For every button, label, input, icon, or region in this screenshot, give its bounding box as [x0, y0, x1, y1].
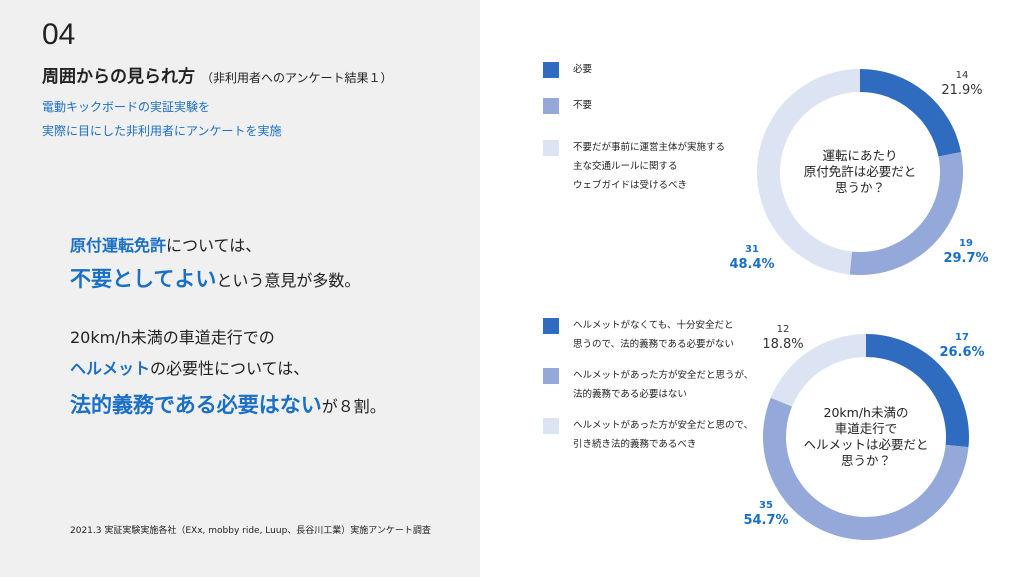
chart-title: 20km/h未満の 車道走行で ヘルメットは必要だと 思うか？: [803, 405, 929, 468]
donut-segment: [860, 69, 962, 157]
emphasis: ヘルメット: [70, 359, 151, 378]
donut-segment: [763, 397, 969, 540]
legend-label: ヘルメットがあった方が安全だと思うが、 法的義務である必要はない: [573, 370, 754, 400]
count-label: 12: [776, 324, 790, 335]
count-label: 31: [745, 244, 759, 255]
data-label: 35 54.7%: [743, 498, 788, 528]
text: 20km/h未満の車道走行での: [70, 328, 275, 347]
percent-label: 29.7%: [943, 251, 989, 266]
percent-label: 26.6%: [939, 345, 985, 360]
legend-label: ヘルメットがなくても、十分安全だと 思うので、法的義務である必要がない: [573, 320, 735, 350]
emphasis: 法的義務である必要はない: [70, 393, 322, 417]
slide-number: 04: [42, 18, 76, 51]
legend-label: ヘルメットがあった方が安全だと思ので、 引き続き法的義務であるべき: [573, 420, 754, 450]
data-label: 17 26.6%: [939, 330, 984, 360]
summary-line: ヘルメットの必要性については、: [70, 355, 309, 379]
subtitle: （非利用者へのアンケート結果１）: [201, 71, 393, 85]
donut-segment: [866, 334, 969, 448]
text: が８割。: [321, 397, 386, 416]
data-label: 31 48.4%: [729, 242, 774, 272]
lead-line: 実際に目にした非利用者にアンケートを実施: [42, 124, 282, 138]
donut-segment: [757, 69, 860, 275]
count-label: 35: [759, 500, 773, 511]
legend-swatch: [543, 98, 559, 114]
data-label: 19 29.7%: [943, 236, 988, 266]
left-panel: [0, 0, 480, 577]
legend-swatch: [543, 418, 559, 434]
percent-label: 48.4%: [729, 257, 775, 272]
legend-swatch: [543, 318, 559, 334]
title-text: 周囲からの見られ方: [42, 67, 195, 87]
data-label: 12 18.8%: [762, 322, 803, 352]
donut-segment: [770, 334, 866, 407]
legend-label: 必要: [573, 64, 593, 75]
emphasis: 不要としてよい: [70, 267, 217, 291]
legend-swatch: [543, 62, 559, 78]
slide-title: 周囲からの見られ方 （非利用者へのアンケート結果１）: [42, 62, 393, 87]
legend-swatch: [543, 368, 559, 384]
text: の必要性については、: [150, 359, 310, 378]
count-label: 19: [959, 238, 973, 249]
summary-line: 不要としてよいという意見が多数。: [70, 263, 360, 293]
percent-label: 18.8%: [762, 337, 804, 352]
count-label: 14: [955, 70, 969, 81]
summary-line: 20km/h未満の車道走行での: [70, 324, 275, 348]
count-label: 17: [955, 332, 969, 343]
donut-segment: [849, 152, 963, 275]
legend-swatch: [543, 140, 559, 156]
legend-label: 不要: [573, 100, 593, 111]
percent-label: 54.7%: [743, 513, 789, 528]
text: については、: [166, 236, 262, 255]
legend-label: 不要だが事前に運営主体が実施する 主な交通ルールに関する ウェブガイドは受けるべ…: [573, 142, 726, 191]
text: という意見が多数。: [216, 271, 361, 290]
percent-label: 21.9%: [941, 83, 983, 98]
lead-line: 電動キックボードの実証実験を: [42, 100, 211, 114]
summary-line: 法的義務である必要はないが８割。: [70, 389, 386, 419]
source: 2021.3 実証実験実施各社（EXx, mobby ride, Luup、長谷…: [70, 526, 431, 536]
data-label: 14 21.9%: [941, 68, 982, 98]
summary-line: 原付運転免許については、: [70, 232, 261, 256]
chart-title: 運転にあたり 原付免許は必要だと 思うか？: [803, 148, 917, 195]
emphasis: 原付運転免許: [70, 236, 167, 255]
